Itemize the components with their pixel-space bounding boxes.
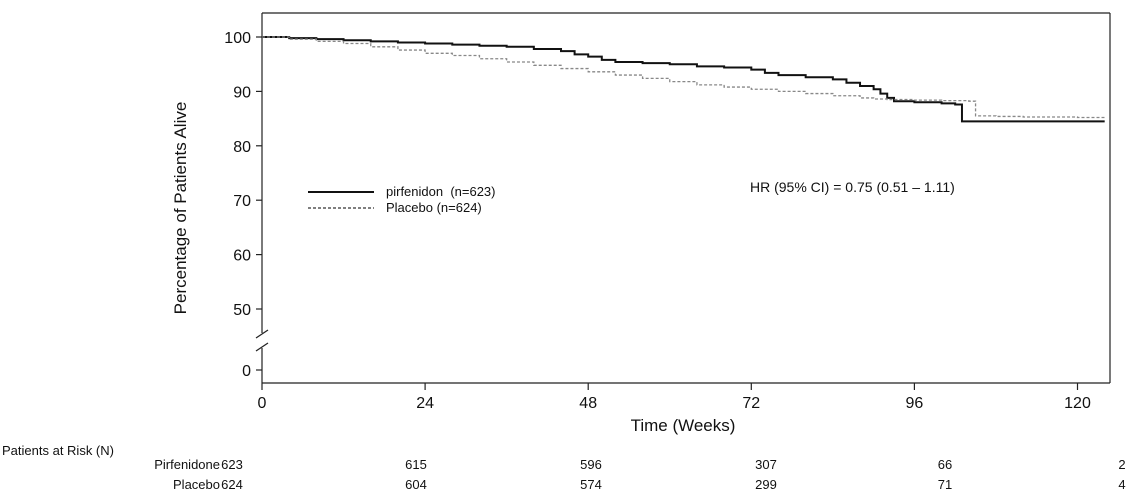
risk-cell: 604 (405, 477, 427, 492)
plot-frame (255, 12, 1111, 384)
axis-break-mark (255, 329, 269, 339)
risk-cell: 596 (580, 457, 602, 472)
y-tick-label: 90 (233, 84, 251, 101)
risk-cell: 299 (755, 477, 777, 492)
risk-table-title: Patients at Risk (N) (2, 443, 114, 458)
risk-cell: 574 (580, 477, 602, 492)
risk-cell: 66 (938, 457, 952, 472)
risk-cell: 4 (1118, 477, 1125, 492)
y-axis: 0 50 60 70 80 90 100 (224, 30, 262, 380)
x-tick-label: 120 (1064, 395, 1091, 412)
legend: pirfenidon (n=623) Placebo (n=624) (308, 184, 496, 215)
risk-row-label: Placebo (173, 477, 220, 492)
y-tick-label: 100 (224, 30, 251, 47)
risk-cell: 615 (405, 457, 427, 472)
y-tick-label: 50 (233, 302, 251, 319)
risk-table: Pirfenidone 623 615 596 307 66 2 Placebo 624 604 5… (154, 457, 1125, 492)
risk-cell: 307 (755, 457, 777, 472)
y-tick-label: 80 (233, 139, 251, 156)
axis-break-mark (255, 342, 269, 352)
y-tick-label: 60 (233, 248, 251, 265)
legend-label-pirfenidon: pirfenidon (n=623) (386, 184, 496, 199)
x-tick-label: 96 (906, 395, 924, 412)
y-tick-label: 70 (233, 193, 251, 210)
series-lines (262, 36, 1105, 123)
risk-row-label: Pirfenidone (154, 457, 220, 472)
series-line-placebo (262, 36, 1105, 119)
risk-cell: 71 (938, 477, 952, 492)
x-tick-label: 72 (742, 395, 760, 412)
x-tick-label: 0 (258, 395, 267, 412)
x-tick-label: 24 (416, 395, 434, 412)
x-axis: 0 24 48 72 96 120 (258, 383, 1091, 412)
x-axis-title: Time (Weeks) (631, 416, 736, 435)
legend-label-placebo: Placebo (n=624) (386, 200, 482, 215)
y-axis-title: Percentage of Patients Alive (171, 102, 190, 315)
risk-cell: 2 (1118, 457, 1125, 472)
x-tick-label: 48 (579, 395, 597, 412)
y-tick-label: 0 (242, 363, 251, 380)
risk-cell: 623 (221, 457, 243, 472)
hazard-ratio-annotation: HR (95% CI) = 0.75 (0.51 – 1.11) (750, 179, 955, 195)
series-line-pirfenidon (262, 36, 1105, 123)
risk-cell: 624 (221, 477, 243, 492)
